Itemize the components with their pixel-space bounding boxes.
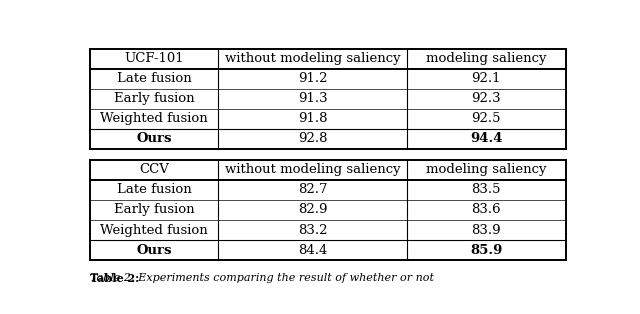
Text: Early fusion: Early fusion: [114, 203, 195, 216]
Text: 94.4: 94.4: [470, 133, 502, 145]
Text: Table 2: Experiments comparing the result of whether or not: Table 2: Experiments comparing the resul…: [90, 273, 434, 284]
Text: Weighted fusion: Weighted fusion: [100, 224, 208, 236]
Text: without modeling saliency: without modeling saliency: [225, 163, 401, 176]
Text: Ours: Ours: [136, 244, 172, 257]
Text: 91.2: 91.2: [298, 72, 327, 85]
Text: without modeling saliency: without modeling saliency: [225, 52, 401, 65]
Text: 92.1: 92.1: [472, 72, 501, 85]
Text: modeling saliency: modeling saliency: [426, 163, 547, 176]
Text: Ours: Ours: [136, 133, 172, 145]
Text: 83.6: 83.6: [472, 203, 501, 216]
Text: 83.2: 83.2: [298, 224, 327, 236]
Text: 92.8: 92.8: [298, 133, 327, 145]
Text: 82.7: 82.7: [298, 183, 327, 196]
Text: Late fusion: Late fusion: [117, 183, 191, 196]
Text: 92.5: 92.5: [472, 112, 501, 125]
Text: UCF-101: UCF-101: [124, 52, 184, 65]
Text: 85.9: 85.9: [470, 244, 502, 257]
Text: CCV: CCV: [140, 163, 169, 176]
Text: 84.4: 84.4: [298, 244, 327, 257]
Text: Weighted fusion: Weighted fusion: [100, 112, 208, 125]
Text: 83.9: 83.9: [472, 224, 501, 236]
Text: 91.8: 91.8: [298, 112, 327, 125]
Text: Late fusion: Late fusion: [117, 72, 191, 85]
Text: 91.3: 91.3: [298, 92, 327, 105]
Text: Early fusion: Early fusion: [114, 92, 195, 105]
Text: modeling saliency: modeling saliency: [426, 52, 547, 65]
Text: Table 2:: Table 2:: [90, 273, 139, 284]
Text: 92.3: 92.3: [472, 92, 501, 105]
Text: 82.9: 82.9: [298, 203, 327, 216]
Text: 83.5: 83.5: [472, 183, 501, 196]
